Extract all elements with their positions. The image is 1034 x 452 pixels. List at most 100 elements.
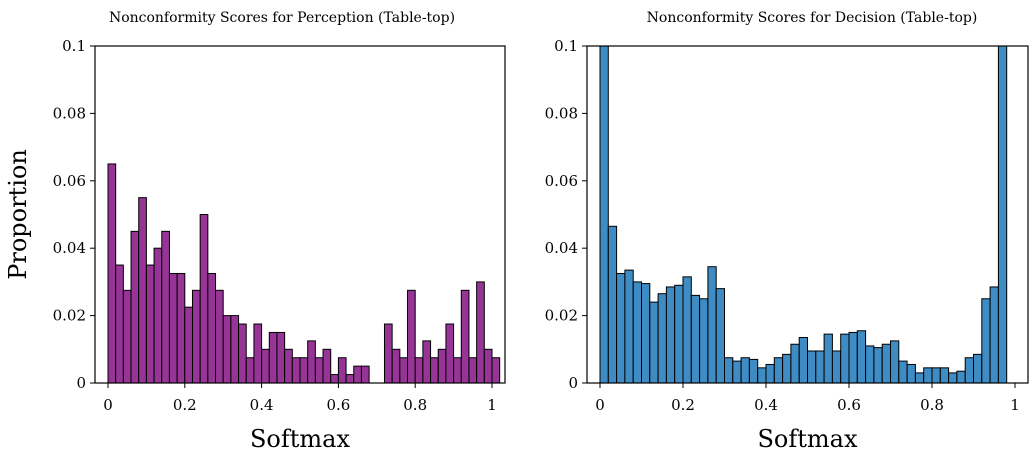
- histogram-bar: [931, 367, 941, 384]
- histogram-bar: [291, 357, 301, 384]
- histogram-bar: [765, 363, 775, 384]
- x-tick-label: 0.2: [671, 396, 695, 414]
- histogram-bar: [856, 330, 867, 384]
- histogram-bar: [360, 365, 370, 384]
- histogram-bar: [437, 348, 447, 384]
- y-tick-label: 0.04: [53, 239, 86, 257]
- histogram-bar: [981, 298, 991, 384]
- x-tick-label: 0: [103, 396, 113, 414]
- x-tick-label: 0.2: [173, 396, 197, 414]
- histogram-bar: [923, 367, 933, 384]
- histogram-bar: [115, 264, 124, 384]
- histogram-bar: [997, 45, 1008, 384]
- histogram-bar: [632, 281, 643, 384]
- histogram-bar: [445, 323, 455, 384]
- histogram-bar: [865, 345, 875, 384]
- histogram-bar: [699, 298, 709, 384]
- x-axis-label: Softmax: [250, 425, 350, 452]
- histogram-bar: [906, 363, 916, 384]
- histogram-bar: [122, 289, 132, 384]
- histogram-bar: [184, 306, 193, 384]
- histogram-bar: [624, 269, 634, 384]
- y-tick-label: 0.1: [554, 37, 578, 55]
- histogram-bar: [665, 286, 676, 384]
- histogram-bar: [607, 225, 618, 384]
- histogram-bar: [383, 323, 393, 384]
- chart-title: Nonconformity Scores for Perception (Tab…: [109, 10, 455, 26]
- histogram-bar: [707, 266, 717, 384]
- y-axis-label: Proportion: [4, 149, 32, 280]
- histogram-bar: [914, 372, 925, 384]
- chart-panel-2: 0 0.02 0.04 0.06 0.08 0.1 0 0.2 0.4 0.6 0.8 1 Noncon…: [545, 10, 1029, 452]
- histogram-bar: [939, 367, 950, 384]
- plot-frame: [586, 45, 1029, 384]
- y-tick-label: 0.08: [53, 104, 86, 122]
- histogram-bar: [798, 337, 809, 384]
- y-tick-label: 0.02: [545, 307, 578, 325]
- histogram-bar: [453, 357, 462, 384]
- histogram-bar: [964, 357, 975, 384]
- histogram-bar: [674, 284, 684, 384]
- histogram-bar: [657, 293, 667, 384]
- x-tick-label: 1: [1010, 396, 1020, 414]
- histogram-bar: [460, 289, 470, 384]
- histogram-bar: [138, 197, 147, 384]
- histogram-bar: [414, 357, 424, 384]
- x-tick-label: 0.6: [326, 396, 350, 414]
- histogram-bar: [153, 247, 163, 384]
- histogram-bar: [261, 348, 270, 384]
- histogram-bar: [422, 340, 432, 384]
- histogram-bar: [748, 358, 759, 384]
- histogram-bar: [690, 294, 701, 384]
- histogram-bar: [616, 272, 626, 384]
- histogram-bar: [353, 365, 362, 384]
- histogram-bar: [476, 281, 485, 384]
- histogram-bar: [649, 301, 659, 384]
- histogram-bar: [284, 348, 293, 384]
- histogram-bar: [823, 333, 833, 384]
- histogram-bar: [168, 272, 178, 384]
- x-tick-label: 0.8: [403, 396, 427, 414]
- histogram-bar: [898, 360, 908, 384]
- histogram-bar: [840, 333, 850, 384]
- histogram-bar: [430, 357, 439, 384]
- histogram-bar: [807, 350, 817, 384]
- histogram-bar: [107, 163, 117, 384]
- histogram-bar: [145, 264, 155, 384]
- histogram-bar: [757, 367, 767, 384]
- histogram-bar: [956, 370, 966, 384]
- histogram-bar: [989, 286, 999, 384]
- x-tick-label: 0.8: [920, 396, 944, 414]
- histogram-bar: [848, 331, 858, 384]
- histogram-bar: [881, 343, 892, 384]
- histogram-bar: [468, 357, 478, 384]
- histogram-bar: [238, 323, 247, 384]
- histogram-bar: [773, 357, 784, 384]
- x-axis-label: Softmax: [757, 425, 857, 452]
- histogram-bar: [641, 283, 651, 384]
- chart-title: Nonconformity Scores for Decision (Table…: [647, 10, 978, 26]
- histogram-bar: [222, 315, 232, 384]
- y-tick-label: 0.02: [53, 307, 86, 325]
- y-tick-label: 0.06: [53, 172, 86, 190]
- histogram-bar: [322, 348, 332, 384]
- histogram-bar: [307, 340, 316, 384]
- histogram-bar: [782, 353, 792, 384]
- x-tick-label: 0: [595, 396, 605, 414]
- histogram-bar: [483, 348, 493, 384]
- y-tick-label: 0: [568, 374, 578, 392]
- histogram-bar: [407, 289, 416, 384]
- histogram-bar: [199, 214, 209, 384]
- histogram-bar: [790, 343, 800, 384]
- histogram-bar: [715, 288, 726, 384]
- histogram-bar: [948, 372, 958, 384]
- histogram-bar: [299, 357, 309, 384]
- histogram-bar: [345, 374, 355, 384]
- histogram-bar: [314, 357, 324, 384]
- histogram-bar: [973, 353, 983, 384]
- plot-frame: [94, 45, 506, 384]
- y-tick-label: 0.1: [62, 37, 86, 55]
- histogram-bar: [890, 340, 900, 384]
